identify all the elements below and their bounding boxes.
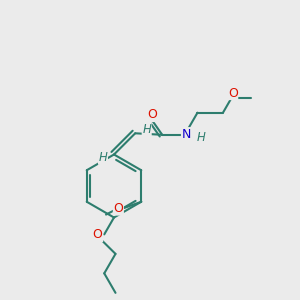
Text: N: N <box>182 128 191 141</box>
Text: H: H <box>98 151 107 164</box>
Text: O: O <box>93 229 103 242</box>
Text: H: H <box>197 131 206 144</box>
Text: O: O <box>228 86 238 100</box>
Text: O: O <box>113 202 123 215</box>
Text: O: O <box>147 108 157 122</box>
Text: H: H <box>142 122 151 136</box>
